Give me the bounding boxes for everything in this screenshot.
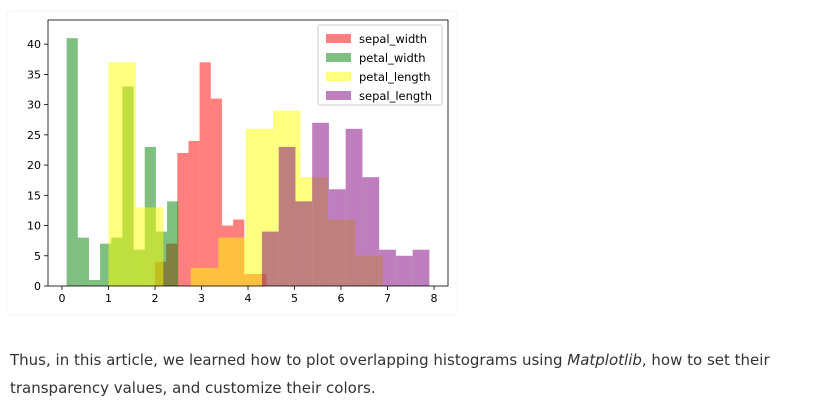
y-tick-label: 5	[34, 250, 41, 263]
y-tick-label: 0	[34, 280, 41, 293]
legend-swatch-sepal_length	[326, 91, 351, 100]
histogram-bar-sepal_width	[199, 62, 211, 287]
histogram-bar-sepal_length	[345, 128, 363, 286]
y-tick-label: 20	[27, 159, 41, 172]
histogram-bar-petal_length	[108, 62, 136, 287]
x-tick-label: 4	[245, 292, 252, 305]
x-tick-label: 0	[58, 292, 65, 305]
x-tick-label: 1	[105, 292, 112, 305]
histogram-bar-sepal_length	[261, 231, 279, 286]
legend-label-sepal_width: sepal_width	[359, 32, 427, 46]
x-tick-label: 7	[384, 292, 391, 305]
histogram-bar-petal_length	[190, 267, 219, 286]
histogram-bar-sepal_length	[328, 189, 346, 286]
histogram-bar-sepal_length	[395, 255, 413, 286]
article-paragraph: Thus, in this article, we learned how to…	[10, 346, 810, 402]
y-tick-label: 30	[27, 99, 41, 112]
histogram-bar-sepal_length	[295, 201, 313, 286]
article-text-part: , how to set their	[641, 351, 770, 369]
histogram-bar-petal_width	[88, 279, 101, 286]
histogram-bar-sepal_width	[188, 140, 200, 286]
histogram-bar-sepal_length	[312, 122, 329, 286]
article-text-part: Thus, in this article, we learned how to…	[10, 351, 568, 369]
article-text-part: transparency values, and customize their…	[10, 379, 376, 397]
y-tick-label: 15	[27, 189, 41, 202]
histogram-bar-petal_width	[100, 243, 112, 286]
legend-label-sepal_length: sepal_length	[359, 89, 432, 103]
x-tick-label: 5	[291, 292, 298, 305]
y-tick-label: 25	[27, 129, 41, 142]
y-tick-label: 10	[27, 220, 41, 233]
legend-box	[317, 24, 443, 106]
histogram-bar-sepal_length	[278, 146, 296, 286]
histogram-bar-sepal_width	[210, 98, 222, 286]
histogram-bar-sepal_length	[412, 249, 430, 286]
histogram-bar-sepal_length	[379, 249, 396, 286]
histogram-bar-petal_length	[218, 237, 246, 286]
y-tick-label: 40	[27, 38, 41, 51]
legend-swatch-sepal_width	[326, 34, 351, 43]
histogram-bar-petal_width	[77, 237, 89, 286]
x-tick-label: 3	[198, 292, 205, 305]
legend-swatch-petal_length	[326, 72, 351, 81]
x-tick-label: 2	[151, 292, 158, 305]
article-emphasis: Matplotlib	[567, 351, 642, 369]
y-tick-label: 35	[27, 68, 41, 81]
histogram-bar-petal_length	[135, 207, 164, 286]
histogram-bar-sepal_length	[362, 177, 380, 286]
legend-label-petal_length: petal_length	[359, 70, 431, 84]
histogram-bar-petal_width	[66, 38, 78, 286]
legend-swatch-petal_width	[326, 53, 351, 62]
histogram-bar-petal_width	[167, 201, 179, 286]
histogram-bar-sepal_width	[177, 153, 189, 286]
x-tick-label: 6	[338, 292, 345, 305]
legend-label-petal_width: petal_width	[359, 51, 426, 65]
x-tick-label: 8	[431, 292, 438, 305]
histogram-plot: 0 1 2 3 4 5 6 7 8 0 5 10 15 20 25 30 35 40 sepal_widthpeta…	[27, 19, 449, 305]
